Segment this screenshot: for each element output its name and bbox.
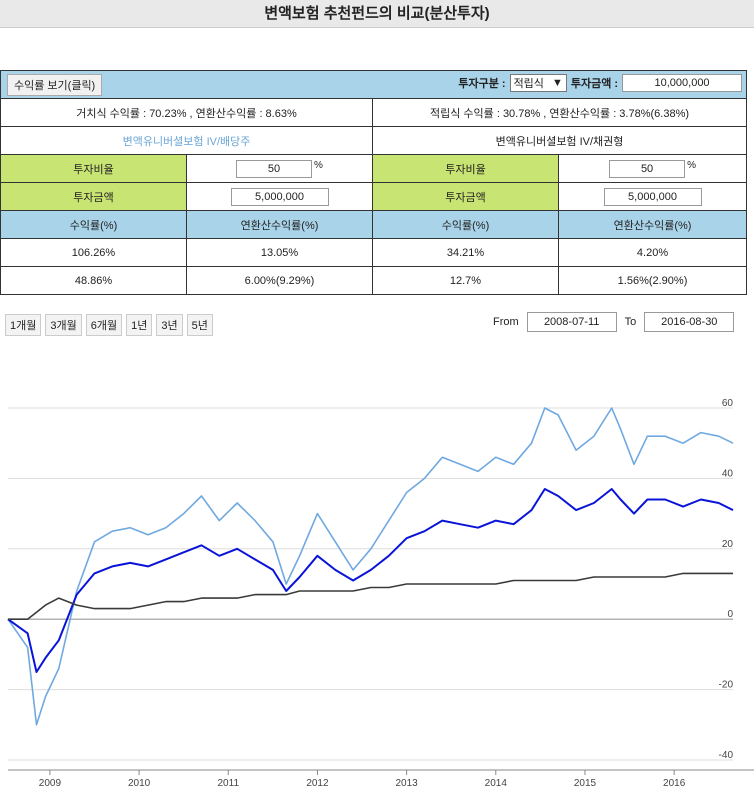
- amount-label: 투자금액: [372, 182, 559, 211]
- table-row: 48.86% 6.00%(9.29%) 12.7% 1.56%(2.90%): [0, 266, 748, 295]
- series-line: [7, 407, 734, 726]
- range-button-5y[interactable]: 5년: [186, 314, 213, 336]
- invest-type-value: 적립식: [513, 77, 544, 90]
- table-cell: 13.05%: [186, 238, 373, 267]
- dropdown-arrow-icon: ▼: [551, 76, 563, 89]
- fund-name-dividend[interactable]: 변액유니버셜보험 IV/배당주: [0, 126, 373, 155]
- x-tick-label: 2011: [218, 778, 240, 789]
- y-tick-label: -40: [719, 750, 734, 761]
- returns-line-chart: 60 40 20 0 -20 -40 2009 2010 2011 2012 2013 2014 201…: [7, 398, 754, 789]
- column-header-annual: 연환산수익률(%): [557, 210, 748, 239]
- series-line: [7, 488, 734, 673]
- page-title: 변액보험 추천펀드의 비교(분산투자): [0, 0, 754, 28]
- toolbar-controls: 투자구분 : 적립식 ▼ 투자금액 : 10,000,000: [458, 73, 743, 92]
- range-button-1y[interactable]: 1년: [126, 314, 153, 336]
- lump-sum-summary: 거치식 수익률 : 70.23% , 연환산수익률 : 8.63%: [0, 98, 373, 127]
- y-tick-label: -20: [719, 680, 734, 691]
- column-header-return: 수익률(%): [372, 210, 559, 239]
- y-tick-label: 0: [727, 609, 733, 620]
- toolbar-row: 수익률 보기(클릭) 투자구분 : 적립식 ▼ 투자금액 : 10,000,00…: [0, 70, 748, 99]
- to-label: To: [624, 316, 637, 328]
- view-returns-button[interactable]: 수익률 보기(클릭): [7, 73, 103, 96]
- x-tick-label: 2014: [485, 778, 508, 789]
- ratio-cell: 50%: [186, 154, 373, 183]
- table-cell: 6.00%(9.29%): [186, 266, 373, 295]
- ratio-input-bond[interactable]: 50: [609, 159, 686, 178]
- invest-amount-input[interactable]: 10,000,000: [622, 73, 743, 92]
- y-tick-label: 40: [722, 468, 734, 479]
- table-cell: 106.26%: [0, 238, 187, 267]
- ratio-label: 투자비율: [0, 154, 187, 183]
- range-button-1m[interactable]: 1개월: [5, 314, 42, 336]
- ratio-label: 투자비율: [372, 154, 559, 183]
- y-tick-label: 60: [722, 398, 734, 409]
- amount-input-bond[interactable]: 5,000,000: [603, 187, 702, 206]
- amount-input-dividend[interactable]: 5,000,000: [230, 187, 329, 206]
- amount-cell: 5,000,000: [186, 182, 373, 211]
- invest-type-label: 투자구분 :: [458, 77, 506, 90]
- invest-type-select[interactable]: 적립식 ▼: [509, 73, 567, 92]
- date-range: From 2008-07-11 To 2016-08-30: [493, 312, 735, 332]
- invest-amount-label: 투자금액 :: [570, 77, 619, 90]
- fund-comparison-table: 수익률 보기(클릭) 투자구분 : 적립식 ▼ 투자금액 : 10,000,00…: [0, 70, 748, 295]
- table-cell: 48.86%: [0, 266, 187, 295]
- table-cell: 34.21%: [372, 238, 559, 267]
- column-header-annual: 연환산수익률(%): [186, 210, 373, 239]
- x-tick-label: 2013: [395, 778, 418, 789]
- percent-unit: %: [314, 159, 323, 171]
- table-cell: 1.56%(2.90%): [557, 266, 748, 295]
- x-tick-label: 2015: [574, 778, 597, 789]
- range-selector: 1개월 3개월 6개월 1년 3년 5년: [5, 314, 213, 336]
- amount-cell: 5,000,000: [557, 182, 748, 211]
- range-button-3m[interactable]: 3개월: [45, 314, 82, 336]
- periodic-summary: 적립식 수익률 : 30.78% , 연환산수익률 : 3.78%(6.38%): [371, 98, 748, 127]
- to-date-input[interactable]: 2016-08-30: [644, 312, 735, 332]
- series-line: [8, 572, 733, 621]
- range-button-6m[interactable]: 6개월: [85, 314, 123, 336]
- ratio-cell: 50%: [557, 154, 748, 183]
- table-row: 106.26% 13.05% 34.21% 4.20%: [0, 238, 748, 267]
- table-cell: 4.20%: [557, 238, 748, 267]
- y-tick-label: 20: [722, 539, 734, 550]
- from-date-input[interactable]: 2008-07-11: [526, 312, 617, 332]
- ratio-input-dividend[interactable]: 50: [236, 159, 313, 178]
- amount-label: 투자금액: [0, 182, 187, 211]
- fund-name-bond[interactable]: 변액유니버셜보험 IV/채권형: [371, 126, 748, 155]
- percent-unit: %: [687, 159, 696, 171]
- x-tick-label: 2009: [39, 778, 62, 789]
- x-tick-label: 2016: [663, 778, 686, 789]
- x-tick-label: 2010: [128, 778, 151, 789]
- table-cell: 12.7%: [372, 266, 559, 295]
- range-button-3y[interactable]: 3년: [156, 314, 183, 336]
- column-header-return: 수익률(%): [0, 210, 187, 239]
- x-tick-label: 2012: [306, 778, 329, 789]
- from-label: From: [493, 316, 519, 328]
